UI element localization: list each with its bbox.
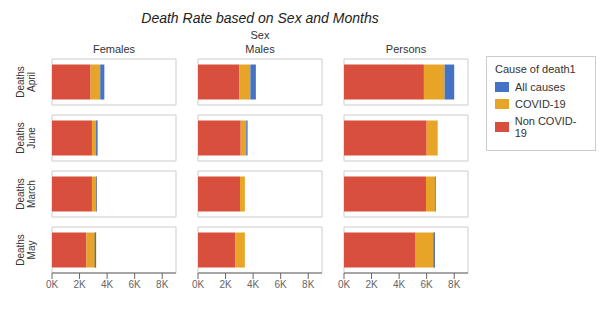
svg-text:DeathsApril: DeathsApril	[15, 66, 37, 98]
svg-text:2K: 2K	[365, 279, 378, 290]
svg-text:8K: 8K	[448, 279, 461, 290]
svg-text:4K: 4K	[393, 279, 406, 290]
html-text:COVID-19: COVID-19	[515, 98, 566, 110]
svg-text:DeathsMay: DeathsMay	[15, 234, 37, 266]
html-text:All causes: All causes	[515, 81, 566, 93]
svg-text:0K: 0K	[192, 279, 205, 290]
svg-text:4K: 4K	[101, 279, 114, 290]
svg-text:6K: 6K	[129, 279, 142, 290]
html-text:Males: Males	[245, 43, 275, 55]
html-text:Death Rate based on Sex and Mo: Death Rate based on Sex and Months	[141, 10, 379, 26]
svg-text:2K: 2K	[219, 279, 232, 290]
html-text:Females: Females	[92, 43, 136, 55]
html-text:Sex: Sex	[250, 29, 270, 41]
svg-text:2K: 2K	[73, 279, 86, 290]
svg-text:6K: 6K	[421, 279, 434, 290]
svg-text:0K: 0K	[46, 279, 59, 290]
html-text:Cause of death1: Cause of death1	[495, 63, 576, 75]
svg-text:8K: 8K	[156, 279, 169, 290]
html-text:Persons: Persons	[385, 43, 427, 55]
svg-text:DeathsJune: DeathsJune	[15, 122, 37, 154]
svg-text:6K: 6K	[275, 279, 288, 290]
svg-text:8K: 8K	[302, 279, 315, 290]
svg-text:4K: 4K	[247, 279, 260, 290]
svg-text:DeathsMarch: DeathsMarch	[15, 178, 37, 210]
svg-text:0K: 0K	[338, 279, 351, 290]
html-text:Non COVID-19: Non COVID-19	[514, 115, 577, 139]
